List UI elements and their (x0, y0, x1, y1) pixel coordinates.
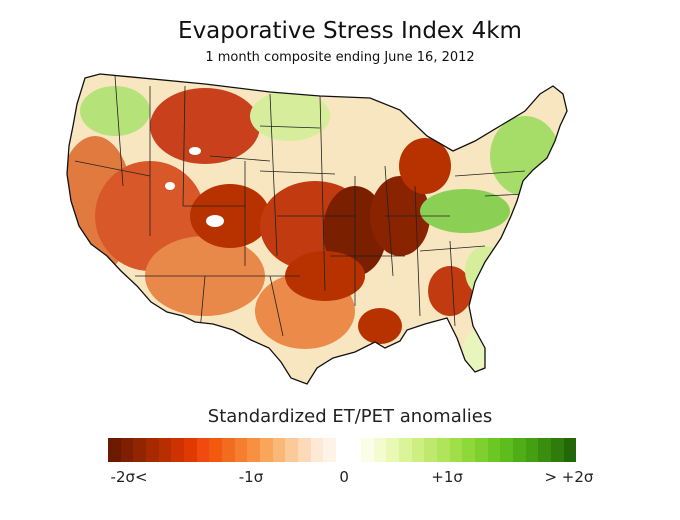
colorbar-cell (221, 438, 235, 462)
colorbar-cell (108, 438, 121, 462)
dry-louisiana (358, 308, 402, 344)
colorbar-cell (120, 438, 134, 462)
colorbar-cell (234, 438, 248, 462)
colorbar-cell (538, 438, 551, 462)
legend-title: Standardized ET/PET anomalies (207, 406, 493, 427)
colorbar-cell (386, 438, 400, 462)
legend-tick-label: 0 (339, 468, 349, 486)
colorbar-cell (297, 438, 311, 462)
colorbar-cell (133, 438, 146, 462)
colorbar-cell (272, 438, 286, 462)
legend-tick-label: +1σ (431, 468, 463, 486)
colorbar-cell (449, 438, 463, 462)
wet-north-dakota (250, 91, 330, 141)
colorbar-cell (145, 438, 159, 462)
us-esi-map (66, 73, 568, 385)
colorbar-cell (563, 438, 577, 462)
dry-colorado (190, 184, 270, 248)
colorbar-cell (259, 438, 273, 462)
colorbar-cell (247, 438, 260, 462)
wet-pacific-northwest (80, 86, 150, 136)
legend-tick-label: -2σ< (110, 468, 148, 486)
colorbar-cell (361, 438, 374, 462)
map-subtitle: 1 month composite ending June 16, 2012 (205, 50, 475, 65)
colorbar-cell (487, 438, 501, 462)
wet-ohio-valley (420, 189, 510, 233)
colorbar-cell (411, 438, 425, 462)
colorbar-cell (373, 438, 387, 462)
colorbar-cell (500, 438, 513, 462)
dry-northern-rockies (150, 88, 260, 164)
wet-northeast (490, 116, 560, 196)
colorbar-cell (310, 438, 324, 462)
no-data-utah (165, 182, 175, 190)
legend-tick-label: > +2σ (544, 468, 594, 486)
colorbar-cell (348, 438, 362, 462)
colorbar-cell (335, 438, 349, 462)
state-boundaries (74, 75, 526, 337)
colorbar-cell (550, 438, 564, 462)
colorbar-cell (183, 438, 197, 462)
colorbar-cell (158, 438, 172, 462)
colorbar-cell (475, 438, 488, 462)
colorbar-cell (323, 438, 336, 462)
colorbar-cell (196, 438, 210, 462)
colorbar-cell (424, 438, 438, 462)
no-data-montana (189, 147, 201, 155)
wet-southeast-coast (465, 246, 505, 296)
dry-michigan (399, 138, 451, 194)
colorbar-cell (171, 438, 184, 462)
colorbar-cell (525, 438, 539, 462)
colorbar-cell (285, 438, 298, 462)
colorbar-cell (437, 438, 450, 462)
colorbar-cell (462, 438, 476, 462)
legend-tick-label: -1σ (238, 468, 264, 486)
dry-georgia (428, 266, 472, 316)
wet-florida (463, 331, 487, 371)
colorbar-cell (399, 438, 412, 462)
legend-colorbar (108, 438, 577, 462)
colorbar-cell (209, 438, 222, 462)
colorbar-cell (513, 438, 526, 462)
map-title: Evaporative Stress Index 4km (178, 18, 522, 44)
no-data-wyoming (206, 215, 224, 227)
